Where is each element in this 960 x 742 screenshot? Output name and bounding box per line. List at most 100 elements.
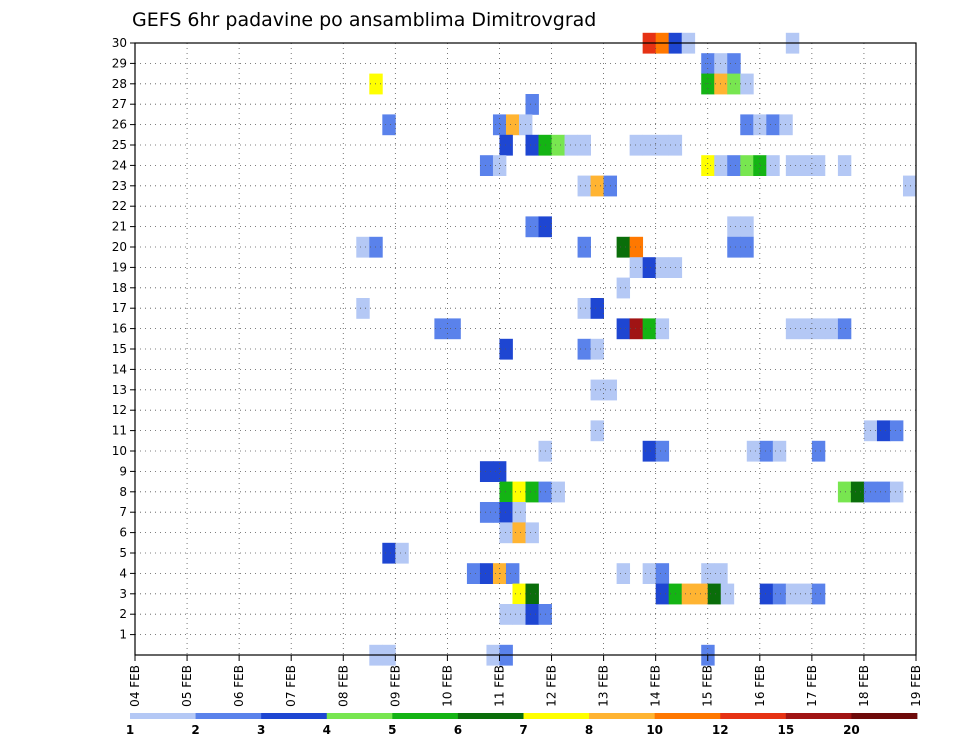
x-tick-label: 09 FEB bbox=[388, 665, 402, 707]
heatmap-cell bbox=[369, 73, 383, 95]
y-tick-label: 5 bbox=[119, 546, 127, 560]
legend-label: 5 bbox=[388, 723, 396, 737]
color-legend: 1 2 3 4 5 6 7 8 10 12 15 20 bbox=[126, 713, 918, 737]
y-tick-label: 10 bbox=[112, 444, 127, 458]
x-tick-label: 15 FEB bbox=[701, 665, 715, 707]
legend-label: 6 bbox=[454, 723, 462, 737]
heatmap-cell bbox=[505, 114, 520, 136]
heatmap-cell bbox=[902, 175, 917, 197]
legend-swatch bbox=[392, 713, 459, 719]
x-tick-label: 04 FEB bbox=[128, 665, 142, 707]
y-tick-label: 25 bbox=[112, 138, 127, 152]
legend-label: 15 bbox=[777, 723, 794, 737]
heatmap-cell bbox=[772, 440, 787, 462]
y-tick-label: 3 bbox=[119, 587, 127, 601]
heatmap-cell bbox=[577, 298, 591, 319]
heatmap-cell bbox=[512, 604, 526, 625]
heatmap-cell bbox=[655, 134, 670, 156]
heatmap-cell bbox=[525, 134, 539, 156]
x-axis: 04 FEB 05 FEB 06 FEB 07 FEB 08 FEB 09 FEB 10 F… bbox=[128, 655, 923, 707]
heatmap-cell bbox=[525, 583, 539, 605]
y-tick-label: 14 bbox=[112, 362, 127, 376]
heatmap-cell bbox=[512, 481, 526, 503]
legend-label: 4 bbox=[323, 723, 331, 737]
heatmap-cell bbox=[876, 420, 891, 442]
heatmap-cell bbox=[642, 440, 657, 462]
heatmap-cell bbox=[577, 175, 591, 197]
x-tick-label: 11 FEB bbox=[492, 665, 506, 707]
heatmap-cell bbox=[616, 236, 631, 258]
heatmap-cell bbox=[824, 318, 839, 340]
heatmap-cell bbox=[466, 563, 481, 584]
y-tick-label: 17 bbox=[112, 301, 127, 315]
legend-label: 1 bbox=[126, 723, 134, 737]
heatmap-cell bbox=[811, 155, 826, 176]
heatmap-cell bbox=[811, 440, 826, 462]
heatmap-cell bbox=[740, 114, 754, 136]
legend-label: 20 bbox=[843, 723, 860, 737]
heatmap-cell bbox=[681, 583, 696, 605]
heatmap-cell bbox=[616, 277, 631, 299]
heatmap-cell bbox=[616, 563, 631, 584]
heatmap-cell bbox=[740, 216, 754, 238]
heatmap-cell bbox=[492, 155, 507, 176]
legend-swatch bbox=[523, 713, 590, 719]
y-tick-label: 18 bbox=[112, 281, 127, 295]
heatmap-cell bbox=[499, 134, 513, 156]
heatmap-cell bbox=[499, 604, 513, 625]
heatmap-cell bbox=[655, 440, 670, 462]
heatmap-cell bbox=[889, 420, 904, 442]
heatmap-cell bbox=[499, 481, 513, 503]
y-tick-label: 19 bbox=[112, 260, 127, 274]
heatmap-cell bbox=[629, 134, 644, 156]
y-tick-label: 6 bbox=[119, 526, 127, 540]
legend-swatch bbox=[457, 713, 524, 719]
heatmap-cell bbox=[525, 94, 539, 115]
heatmap-cell bbox=[785, 155, 800, 176]
x-tick-label: 08 FEB bbox=[336, 665, 350, 707]
heatmap-cell bbox=[369, 236, 383, 258]
y-tick-label: 27 bbox=[112, 97, 127, 111]
heatmap-cell bbox=[512, 502, 526, 523]
heatmap-cell bbox=[382, 542, 396, 564]
y-tick-label: 29 bbox=[112, 56, 127, 70]
heatmap-cell bbox=[505, 563, 520, 584]
x-tick-label: 12 FEB bbox=[545, 665, 559, 707]
heatmap-cell bbox=[629, 318, 644, 340]
x-tick-label: 17 FEB bbox=[805, 665, 819, 707]
heatmap-cell bbox=[479, 502, 494, 523]
y-tick-label: 20 bbox=[112, 240, 127, 254]
heatmap-cell bbox=[811, 583, 826, 605]
y-tick-label: 30 bbox=[112, 36, 127, 50]
y-tick-label: 1 bbox=[119, 628, 127, 642]
heatmap-cell bbox=[837, 155, 852, 176]
heatmap-cell bbox=[499, 338, 513, 360]
heatmap-cell bbox=[759, 583, 774, 605]
legend-swatch bbox=[720, 713, 787, 719]
heatmap-cell bbox=[720, 583, 735, 605]
heatmap-cell bbox=[499, 502, 513, 523]
x-tick-label: 18 FEB bbox=[857, 665, 871, 707]
heatmap-cell bbox=[759, 440, 774, 462]
y-tick-label: 22 bbox=[112, 199, 127, 213]
heatmap-cell bbox=[766, 114, 780, 136]
legend-label: 2 bbox=[191, 723, 199, 737]
heatmap-cell bbox=[577, 338, 591, 360]
legend-swatch bbox=[851, 713, 918, 719]
x-tick-label: 05 FEB bbox=[180, 665, 194, 707]
heatmap-cell bbox=[525, 481, 539, 503]
y-tick-label: 13 bbox=[112, 383, 127, 397]
heatmap-cell bbox=[727, 73, 741, 95]
heatmap-cell bbox=[382, 114, 396, 136]
heatmap-cell bbox=[876, 481, 891, 503]
y-tick-label: 12 bbox=[112, 403, 127, 417]
heatmap-cell bbox=[655, 257, 670, 278]
heatmap-cell bbox=[629, 236, 644, 258]
legend-swatch bbox=[261, 713, 328, 719]
heatmap-cell bbox=[577, 134, 591, 156]
legend-swatch bbox=[130, 713, 196, 719]
heatmap-cell bbox=[590, 420, 604, 442]
heatmap-cell bbox=[434, 318, 448, 340]
heatmap-cell bbox=[740, 155, 754, 176]
